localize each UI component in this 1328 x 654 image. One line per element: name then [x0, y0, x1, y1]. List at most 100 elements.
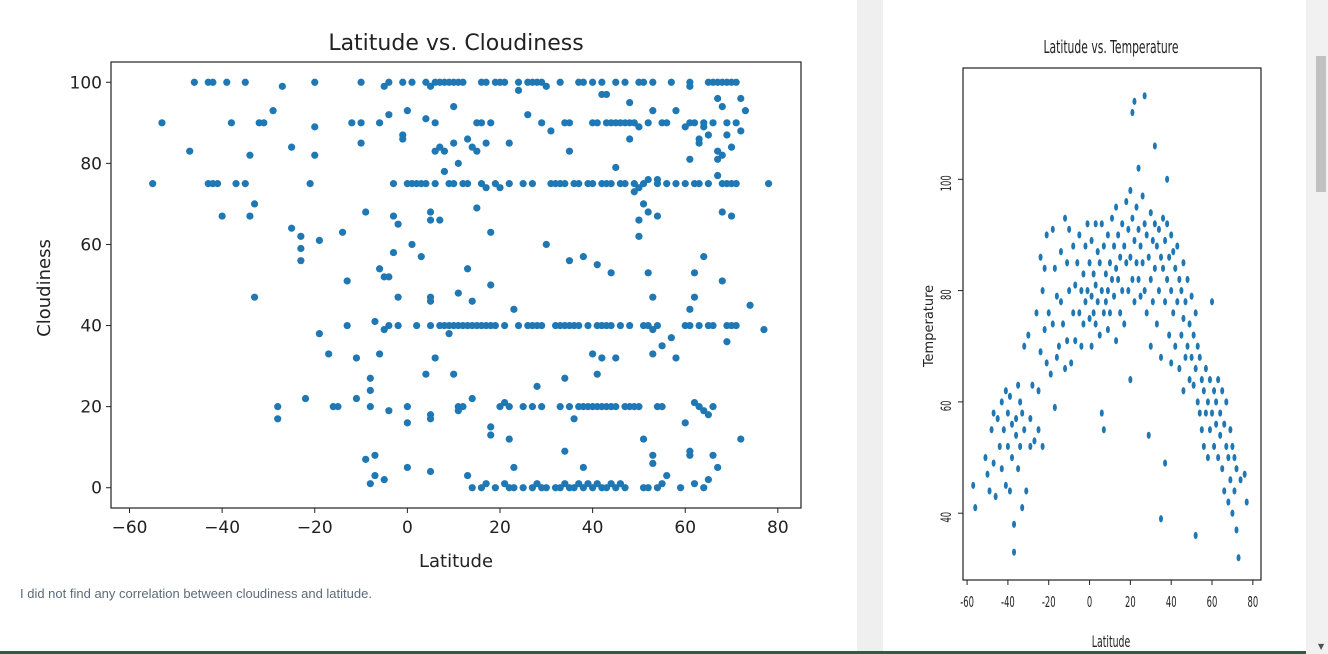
chart-title: Latitude vs. Cloudiness	[328, 31, 583, 56]
data-point	[218, 212, 226, 220]
data-point	[1099, 220, 1104, 228]
data-point	[301, 394, 310, 403]
data-point	[1136, 275, 1141, 284]
data-point	[1163, 459, 1168, 467]
data-point	[1075, 259, 1080, 267]
data-point	[436, 143, 444, 151]
y-tick-label: 0	[91, 479, 102, 499]
data-point	[426, 216, 435, 224]
data-point	[1044, 231, 1049, 239]
x-tick-label: 60	[674, 518, 696, 538]
data-point	[732, 78, 740, 86]
data-point	[1216, 376, 1221, 384]
data-point	[1063, 364, 1068, 373]
data-point	[1152, 264, 1157, 272]
data-point	[607, 269, 615, 277]
data-point	[983, 453, 988, 462]
data-point	[621, 484, 629, 492]
data-point	[1107, 309, 1112, 317]
data-point	[991, 459, 996, 467]
data-point	[700, 253, 708, 261]
data-point	[1120, 220, 1125, 228]
data-point	[635, 403, 643, 411]
data-point	[311, 78, 319, 86]
data-point	[997, 442, 1002, 451]
data-point	[1091, 309, 1096, 317]
data-point	[993, 492, 998, 501]
data-point	[1244, 498, 1249, 506]
data-point	[496, 403, 504, 411]
data-point	[1230, 442, 1235, 451]
data-point	[463, 265, 472, 273]
data-point	[1079, 342, 1084, 350]
scrollbar-thumb[interactable]	[1316, 56, 1326, 192]
data-point	[1124, 259, 1129, 267]
x-tick-label: −40	[204, 518, 240, 538]
data-point	[1093, 281, 1098, 289]
data-point	[973, 504, 978, 512]
data-point	[514, 86, 523, 94]
data-point	[528, 484, 537, 492]
data-point	[700, 407, 708, 415]
data-point	[311, 151, 319, 159]
scroll-down-arrow-icon[interactable]: ▼	[1318, 642, 1325, 651]
data-point	[561, 480, 569, 488]
data-point	[681, 419, 689, 427]
data-point	[1132, 236, 1137, 245]
data-point	[477, 180, 486, 188]
data-point	[1148, 342, 1153, 350]
data-point	[1050, 320, 1055, 328]
data-point	[686, 82, 694, 90]
data-point	[704, 131, 712, 139]
data-point	[1134, 259, 1139, 267]
data-point	[1042, 325, 1047, 334]
data-point	[584, 480, 592, 488]
data-point	[473, 147, 481, 155]
data-point	[366, 386, 374, 395]
data-point	[1181, 259, 1186, 267]
data-point	[1152, 220, 1157, 228]
data-point	[524, 111, 532, 119]
data-point	[561, 180, 569, 188]
data-point	[547, 127, 555, 135]
data-point	[1014, 415, 1019, 423]
data-point	[1187, 376, 1192, 384]
data-point	[459, 78, 467, 86]
data-point	[450, 139, 458, 147]
data-point	[505, 403, 513, 411]
data-point	[584, 321, 592, 330]
data-point	[436, 216, 444, 224]
data-point	[1177, 275, 1182, 284]
data-point	[385, 273, 393, 281]
data-point	[528, 403, 537, 411]
data-point	[1165, 175, 1170, 183]
x-tick-label: 20	[1125, 593, 1136, 610]
data-point	[1026, 331, 1031, 339]
data-point	[450, 370, 458, 378]
data-point	[630, 188, 638, 196]
bottom-border	[0, 651, 1306, 654]
data-point	[1230, 509, 1235, 517]
data-point	[1146, 431, 1151, 439]
data-point	[635, 184, 643, 192]
data-point	[565, 403, 574, 411]
data-point	[663, 119, 671, 127]
data-point	[1003, 481, 1008, 489]
data-point	[510, 463, 518, 472]
data-point	[1169, 359, 1174, 367]
x-tick-label: 20	[489, 518, 511, 538]
x-tick-label: 60	[1207, 593, 1218, 610]
data-point	[1056, 342, 1061, 350]
data-point	[482, 184, 490, 192]
data-point	[385, 111, 393, 119]
data-point	[426, 415, 435, 423]
data-point	[394, 293, 402, 301]
data-point	[1142, 287, 1147, 295]
data-point	[686, 305, 694, 313]
pane-gutter	[857, 0, 883, 654]
chart-title-temperature: Latitude vs. Temperature	[1043, 37, 1178, 58]
data-point	[709, 321, 717, 330]
y-tick-label: 60	[938, 401, 955, 412]
y-tick-label: 80	[938, 289, 955, 300]
data-point	[380, 326, 388, 334]
